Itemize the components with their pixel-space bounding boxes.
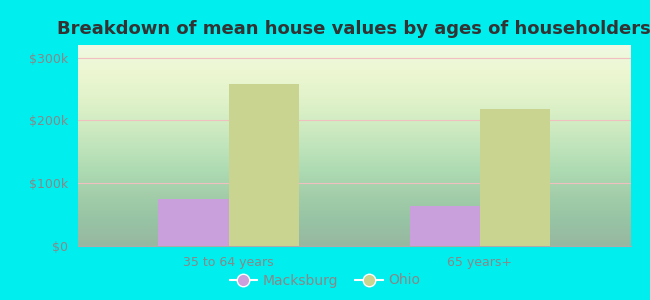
Bar bbox=[159, 199, 229, 246]
Bar bbox=[410, 206, 480, 246]
Bar bbox=[480, 109, 550, 246]
Bar bbox=[229, 84, 299, 246]
Title: Breakdown of mean house values by ages of householders: Breakdown of mean house values by ages o… bbox=[57, 20, 650, 38]
Legend: Macksburg, Ohio: Macksburg, Ohio bbox=[224, 268, 426, 293]
